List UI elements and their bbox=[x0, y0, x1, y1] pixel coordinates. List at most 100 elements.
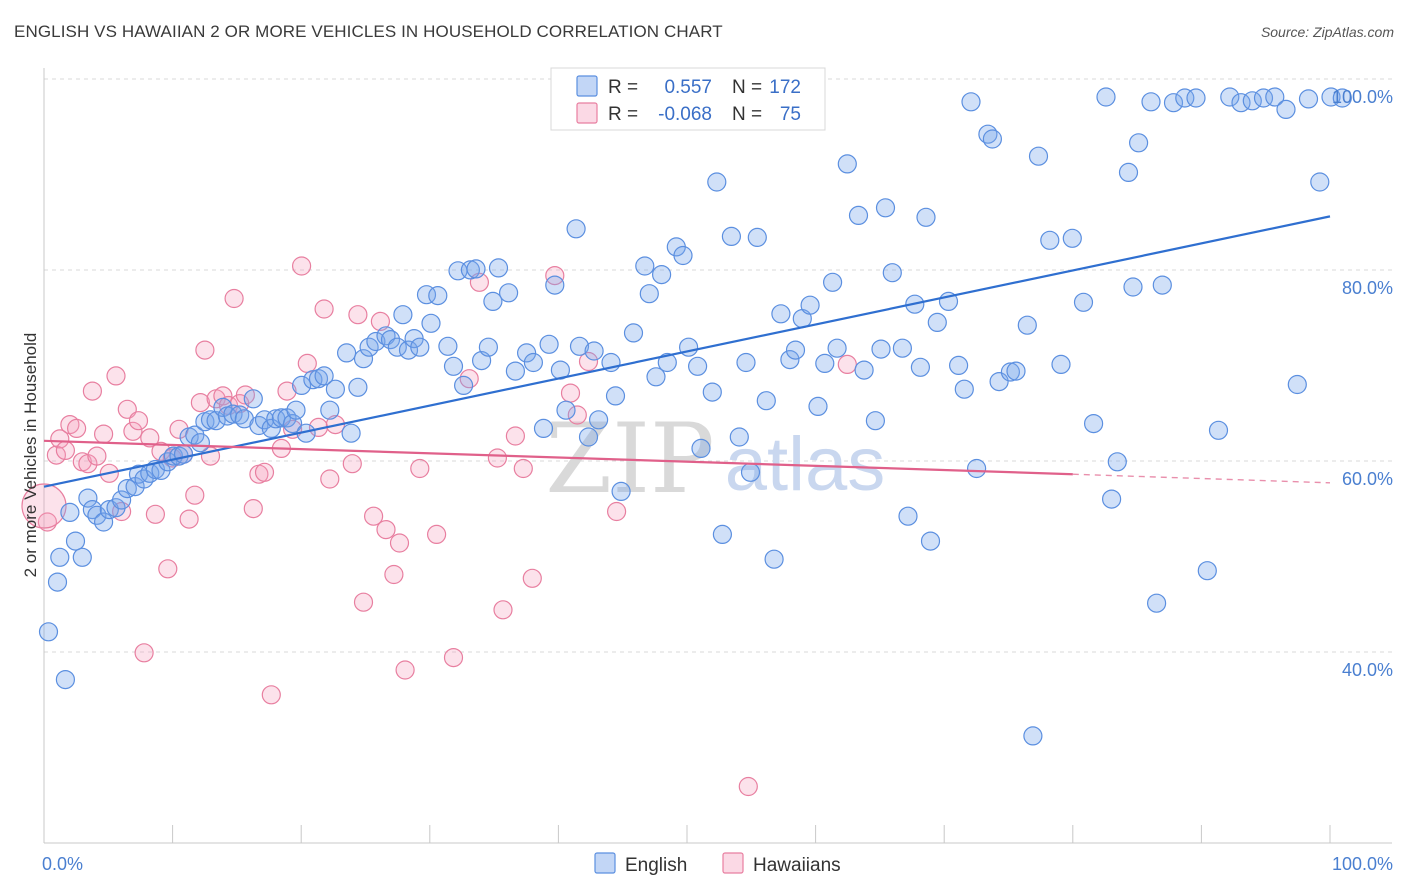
legend-n-value-hawaiians: 75 bbox=[780, 104, 801, 125]
english-point bbox=[871, 339, 891, 359]
english-point bbox=[516, 343, 537, 363]
english-point bbox=[366, 331, 386, 352]
english-point bbox=[387, 337, 407, 357]
english-point bbox=[1006, 361, 1026, 381]
hawaiians-point bbox=[213, 386, 233, 406]
english-trend-line bbox=[43, 215, 1331, 488]
y-tick-label-80: 80.0% bbox=[1342, 278, 1393, 298]
hawaiians-point bbox=[128, 411, 149, 431]
english-point bbox=[657, 352, 677, 373]
english-point bbox=[747, 227, 767, 247]
legend-r-label-hawaiians: R = bbox=[608, 104, 638, 125]
hawaiians-point bbox=[151, 441, 171, 461]
y-axis-title: 2 or more Vehicles in Household bbox=[21, 333, 40, 578]
hawaiians-point bbox=[578, 351, 599, 372]
english-point bbox=[443, 356, 464, 376]
english-point bbox=[213, 397, 233, 417]
english-point bbox=[916, 207, 936, 227]
english-point bbox=[38, 622, 59, 642]
hawaiians-point bbox=[190, 393, 210, 413]
hawaiians-point bbox=[297, 353, 317, 373]
english-point bbox=[428, 286, 448, 306]
english-point bbox=[712, 524, 733, 545]
hawaiians-point bbox=[134, 643, 154, 663]
english-point bbox=[808, 396, 828, 416]
english-point bbox=[93, 512, 114, 532]
hawaiians-point bbox=[738, 776, 758, 797]
english-point bbox=[55, 669, 76, 690]
english-point bbox=[740, 462, 761, 482]
axes bbox=[43, 68, 1392, 844]
hawaiians-point bbox=[55, 440, 76, 460]
english-point bbox=[292, 375, 312, 395]
english-point bbox=[1208, 420, 1229, 440]
hawaiians-point bbox=[106, 366, 126, 386]
english-point bbox=[635, 256, 655, 276]
hawaiians-point bbox=[243, 499, 263, 519]
hawaiians-point bbox=[513, 458, 533, 479]
english-point bbox=[920, 531, 941, 551]
hawaiians-point bbox=[364, 506, 384, 526]
hawaiians-trend-line bbox=[43, 439, 1073, 476]
english-point bbox=[756, 391, 776, 411]
english-point bbox=[523, 352, 544, 373]
english-point bbox=[815, 353, 835, 373]
hawaiians-point-large bbox=[21, 483, 67, 529]
hawaiians-point bbox=[560, 383, 581, 403]
english-point bbox=[875, 198, 896, 218]
series-legend: English Hawaiians bbox=[594, 852, 841, 876]
hawaiians-points bbox=[21, 256, 857, 797]
bottom-legend-english: English bbox=[625, 855, 687, 876]
english-point bbox=[1276, 99, 1296, 120]
english-point bbox=[854, 360, 874, 380]
hawaiians-point bbox=[117, 399, 137, 419]
english-point bbox=[111, 490, 132, 510]
english-point bbox=[1332, 88, 1352, 108]
hawaiians-point bbox=[277, 381, 297, 401]
english-point bbox=[1073, 292, 1094, 312]
english-point bbox=[190, 433, 210, 453]
hawaiians-point bbox=[427, 524, 447, 545]
legend-n-value-english: 172 bbox=[769, 77, 801, 98]
hawaiians-point bbox=[185, 485, 205, 505]
hawaiians-point bbox=[606, 501, 627, 522]
english-point bbox=[780, 350, 800, 370]
legend-swatch-english bbox=[576, 75, 598, 97]
english-point bbox=[910, 357, 931, 377]
legend-r-value-hawaiians: -0.068 bbox=[658, 104, 712, 125]
english-point bbox=[1242, 91, 1262, 111]
english-point bbox=[78, 488, 98, 508]
english-point bbox=[556, 400, 576, 420]
english-point bbox=[764, 549, 784, 569]
english-point bbox=[303, 370, 323, 390]
english-point bbox=[1101, 489, 1122, 509]
hawaiians-point bbox=[410, 458, 430, 479]
english-point bbox=[348, 377, 368, 397]
english-point bbox=[927, 312, 947, 332]
english-point bbox=[499, 283, 519, 303]
y-tick-label-100: 100.0% bbox=[1332, 87, 1393, 107]
hawaiians-point bbox=[93, 424, 114, 444]
hawaiians-point bbox=[46, 445, 67, 465]
english-point bbox=[584, 341, 604, 361]
english-point bbox=[702, 382, 722, 402]
hawaiians-point bbox=[254, 462, 275, 482]
english-point bbox=[588, 410, 609, 430]
english-point bbox=[966, 458, 987, 479]
english-point bbox=[1287, 374, 1307, 395]
english-point bbox=[380, 330, 401, 350]
english-point bbox=[729, 427, 749, 447]
english-point bbox=[1028, 146, 1049, 166]
english-point bbox=[1051, 354, 1071, 374]
english-point bbox=[1220, 87, 1240, 107]
english-point bbox=[72, 547, 92, 567]
hawaiians-point bbox=[111, 501, 132, 522]
grid-lines bbox=[44, 78, 1392, 653]
hawaiians-point bbox=[179, 509, 199, 529]
english-point bbox=[65, 531, 86, 551]
english-point bbox=[1017, 315, 1037, 335]
english-point bbox=[1146, 593, 1167, 613]
english-point bbox=[545, 275, 565, 295]
english-point bbox=[314, 366, 334, 386]
hawaiians-point bbox=[353, 592, 374, 612]
